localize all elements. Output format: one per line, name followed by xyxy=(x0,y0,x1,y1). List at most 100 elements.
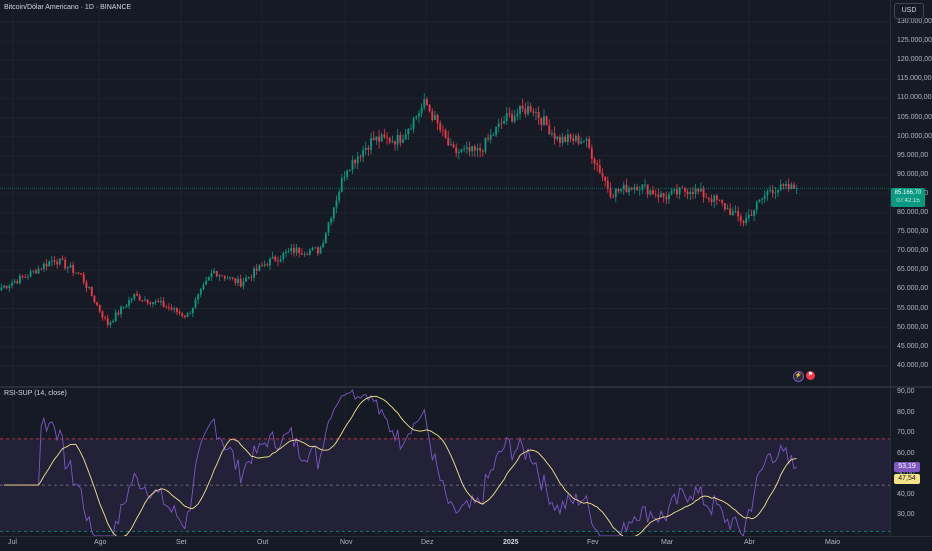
candle-body xyxy=(306,254,309,255)
price-axis[interactable]: 130.000,00 125.000,00 120.000,00 115.000,00… xyxy=(890,0,932,386)
time-tick-label: Jul xyxy=(8,539,17,546)
candle-body xyxy=(335,200,338,208)
candle-body xyxy=(69,265,72,268)
candle-body xyxy=(795,188,798,190)
candle-body xyxy=(412,117,415,129)
candle-body xyxy=(274,256,277,261)
price-tick-label: 95.000,00 xyxy=(897,151,929,159)
candle-body xyxy=(742,221,745,224)
candle-body xyxy=(32,270,35,272)
pane-separator[interactable] xyxy=(0,386,932,388)
candle-body xyxy=(665,196,668,200)
candle-body xyxy=(80,273,83,275)
candle-body xyxy=(455,147,458,153)
price-tick-label: 90.000,00 xyxy=(897,170,929,178)
candle-body xyxy=(146,299,149,303)
candle-body xyxy=(117,312,120,315)
candle-body xyxy=(452,144,455,148)
candle-body xyxy=(662,193,665,197)
candle-body xyxy=(460,149,463,152)
candle-body xyxy=(391,141,394,143)
candle-body xyxy=(221,275,224,277)
candle-body xyxy=(245,277,247,282)
rsi-ma-line xyxy=(4,395,797,536)
candle-body xyxy=(85,282,88,289)
candle-body xyxy=(40,268,43,270)
candle-body xyxy=(428,104,431,112)
event-flag-icon[interactable]: ⚑ xyxy=(806,371,815,380)
candle-body xyxy=(582,140,585,142)
candle-body xyxy=(292,248,295,253)
candle-body xyxy=(13,281,16,283)
candle-body xyxy=(566,134,569,142)
candle-body xyxy=(654,194,657,196)
candle-body xyxy=(258,265,261,271)
currency-button[interactable]: USD xyxy=(894,3,924,19)
flash-icon[interactable]: ⚡ xyxy=(793,371,804,382)
candle-body xyxy=(141,300,144,301)
current-price-label: 85.166,70 07:42:15 xyxy=(891,188,925,207)
candle-body xyxy=(699,188,702,192)
candle-body xyxy=(77,272,80,274)
candle-body xyxy=(753,209,756,216)
price-tick-label: 120.000,00 xyxy=(897,56,932,64)
candle-body xyxy=(521,105,524,109)
candle-body xyxy=(154,301,157,303)
candle-body xyxy=(774,192,777,194)
time-tick-label: Out xyxy=(257,539,269,546)
candle-body xyxy=(0,287,3,291)
candle-body xyxy=(282,253,285,260)
candle-body xyxy=(96,302,99,305)
candle-body xyxy=(165,306,168,308)
candle-body xyxy=(497,123,500,128)
candle-body xyxy=(702,188,705,198)
candle-body xyxy=(396,135,399,145)
candle-body xyxy=(114,312,117,322)
candle-body xyxy=(668,194,670,200)
candle-body xyxy=(590,148,593,160)
candle-body xyxy=(673,189,676,191)
candle-body xyxy=(689,192,692,195)
candle-body xyxy=(290,248,293,252)
candle-body xyxy=(487,137,490,140)
price-tick-label: 50.000,00 xyxy=(897,323,929,331)
candle-body xyxy=(367,147,370,150)
candle-body xyxy=(266,264,269,266)
candle-body xyxy=(319,247,322,254)
candle-body xyxy=(572,138,575,141)
rsi-tick-label: 80,00 xyxy=(897,408,915,416)
candle-body xyxy=(42,263,45,269)
rsi-pane[interactable] xyxy=(0,388,890,536)
candle-body xyxy=(588,138,591,149)
candle-body xyxy=(737,210,740,217)
time-axis[interactable]: Jul Ago Set Out Nov Dez 2025 Fev Mar Abr Maio xyxy=(0,536,932,551)
rsi-value-label: 53,19 xyxy=(894,462,920,472)
candle-body xyxy=(479,148,482,151)
price-chart-pane[interactable] xyxy=(0,0,890,386)
candle-body xyxy=(537,111,540,118)
candle-body xyxy=(271,256,274,259)
candle-body xyxy=(11,282,13,286)
candle-body xyxy=(348,169,351,171)
candle-body xyxy=(255,268,258,271)
candle-body xyxy=(189,313,192,314)
candle-body xyxy=(322,242,325,248)
candle-body xyxy=(779,184,782,190)
candle-body xyxy=(598,165,601,174)
candle-body xyxy=(191,307,194,314)
rsi-axis[interactable]: 90,00 80,00 70,00 60,00 50,00 40,00 30,00 xyxy=(890,388,932,536)
candle-body xyxy=(433,115,436,121)
candle-body xyxy=(630,188,633,190)
candle-body xyxy=(247,277,250,278)
candle-body xyxy=(694,188,697,194)
candle-body xyxy=(782,184,785,186)
candle-body xyxy=(375,136,378,141)
price-tick-label: 115.000,00 xyxy=(897,75,932,83)
candle-body xyxy=(213,270,216,274)
candle-body xyxy=(729,208,732,215)
rsi-tick-label: 60,00 xyxy=(897,449,915,457)
candle-body xyxy=(303,254,306,255)
rsi-indicator-title[interactable]: RSI-SUP (14, close) xyxy=(4,390,67,397)
price-tick-label: 45.000,00 xyxy=(897,342,929,350)
candle-body xyxy=(420,107,423,114)
